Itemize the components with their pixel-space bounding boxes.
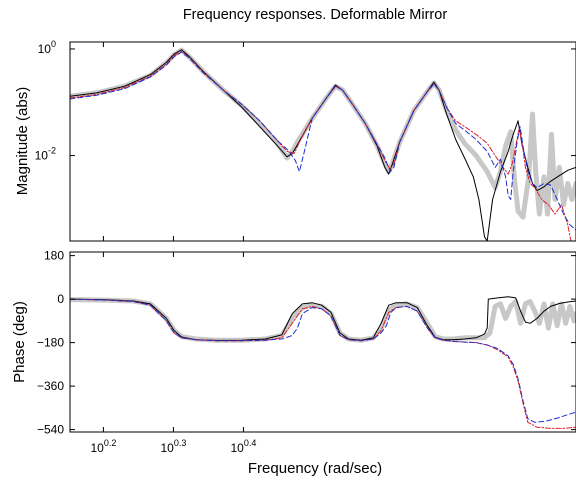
- phase-x-tick-label: 100.3: [160, 438, 186, 455]
- phase-y-tick-label: −180: [37, 336, 64, 350]
- phase-axes-box: [69, 251, 576, 433]
- phase-series-blue-dash: [70, 298, 576, 423]
- phase-y-tick-label: 180: [44, 249, 64, 263]
- magnitude-ticks: 100 10-2: [35, 39, 576, 241]
- magnitude-plot-area: [70, 42, 576, 241]
- phase-x-tick-label: 100.2: [90, 438, 116, 455]
- phase-plot-area: [70, 252, 576, 432]
- chart-title: Frequency responses. Deformable Mirror: [183, 7, 447, 23]
- phase-ticks: 180 0 −180 −360 −540 100.2 100.3 100.4: [37, 249, 576, 455]
- magnitude-axes-box: [69, 41, 576, 242]
- phase-series-group: [70, 296, 576, 429]
- magnitude-panel: 100 10-2 Magnitude (abs): [14, 39, 576, 242]
- phase-y-tick-label: −360: [37, 379, 64, 393]
- phase-panel: 180 0 −180 −360 −540 100.2 100.3 100.4 Phase (d…: [11, 249, 576, 455]
- phase-y-axis-label: Phase (deg): [11, 301, 28, 383]
- frequency-x-axis-label: Frequency (rad/sec): [248, 460, 382, 477]
- phase-x-tick-label: 100.4: [230, 438, 256, 455]
- phase-y-tick-label: −540: [37, 423, 64, 437]
- magnitude-series-group: [70, 47, 576, 241]
- magnitude-y-tick-label: 100: [38, 39, 56, 56]
- phase-y-tick-label: 0: [57, 292, 64, 306]
- magnitude-series-blue-dash: [70, 51, 576, 231]
- magnitude-y-axis-label: Magnitude (abs): [14, 87, 31, 195]
- magnitude-y-tick-label: 10-2: [35, 146, 56, 163]
